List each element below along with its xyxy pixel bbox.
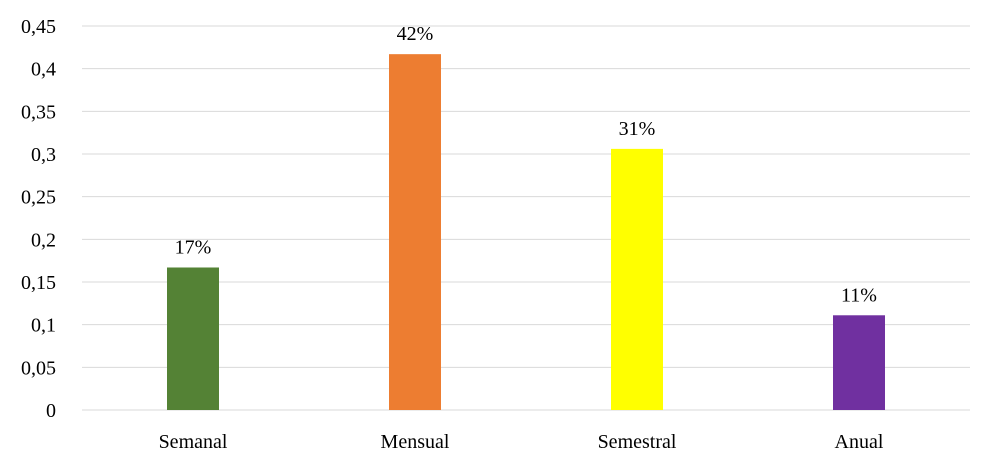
gridlines <box>82 25 970 411</box>
y-tick-label: 0,25 <box>21 187 56 209</box>
y-tick-label: 0,35 <box>21 101 56 123</box>
y-tick-label: 0 <box>46 400 56 422</box>
x-axis-tick-labels: Semanal Mensual Semestral Anual <box>159 431 884 453</box>
bars <box>167 54 885 410</box>
x-tick-label-semanal: Semanal <box>159 431 228 453</box>
y-tick-label: 0,3 <box>31 144 56 166</box>
y-tick-label: 0,2 <box>31 229 56 251</box>
y-tick-label: 0,1 <box>31 315 56 337</box>
y-axis-tick-labels: 0 0,05 0,1 0,15 0,2 0,25 0,3 0,35 0,4 0,45 <box>21 16 56 422</box>
y-tick-label: 0,05 <box>21 357 56 379</box>
bar-anual <box>833 315 885 410</box>
data-label-mensual: 42% <box>397 23 434 45</box>
data-label-semanal: 17% <box>175 236 212 258</box>
y-tick-label: 0,45 <box>21 16 56 38</box>
data-labels: 17% 42% 31% 11% <box>175 23 877 306</box>
x-tick-label-semestral: Semestral <box>598 431 677 453</box>
data-label-semestral: 31% <box>619 118 656 140</box>
y-tick-label: 0,4 <box>31 59 56 81</box>
x-tick-label-mensual: Mensual <box>381 431 450 453</box>
y-tick-label: 0,15 <box>21 272 56 294</box>
data-label-anual: 11% <box>841 284 877 306</box>
bar-mensual <box>389 54 441 410</box>
bar-semestral <box>611 148 663 410</box>
bar-semanal <box>167 267 219 410</box>
x-tick-label-anual: Anual <box>835 431 884 453</box>
